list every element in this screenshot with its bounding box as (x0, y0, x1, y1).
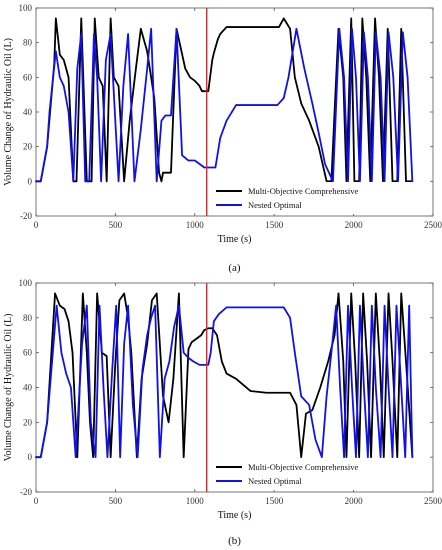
y-tick-label: 40 (23, 383, 33, 393)
x-tick-label: 2500 (424, 220, 442, 230)
legend-label-nested-optimal: Nested Optimal (248, 476, 302, 486)
x-tick-label: 2000 (345, 220, 364, 230)
series-line-nested-optimal (35, 27, 414, 183)
x-tick-label: 0 (34, 496, 39, 506)
y-tick-label: 0 (28, 452, 33, 462)
series-line-multi-objective (35, 292, 414, 459)
y-tick-label: 20 (23, 417, 33, 427)
y-tick-label: -20 (20, 211, 32, 221)
y-axis-title: Volume Change of Hydraulic Oil (L) (3, 38, 14, 186)
y-tick-label: 40 (23, 107, 33, 117)
y-tick-label: 100 (19, 3, 33, 13)
legend-box (212, 458, 432, 490)
x-tick-label: 1000 (186, 220, 205, 230)
x-axis-title: Time (s) (218, 234, 252, 245)
legend-label-multi-objective: Multi-Objective Comprehensive (248, 462, 358, 472)
legend-label-multi-objective: Multi-Objective Comprehensive (248, 186, 358, 196)
x-tick-label: 500 (109, 496, 123, 506)
x-tick-label: 0 (34, 220, 39, 230)
y-tick-label: 60 (23, 348, 33, 358)
y-tick-label: 80 (23, 38, 33, 48)
x-axis-title: Time (s) (218, 510, 252, 521)
y-axis-title: Volume Change of Hydraulic Oil (L) (3, 314, 14, 462)
chart-panel-2: 0 500 1000 1500 2000 2500-20020406080100Time … (3, 278, 442, 547)
legend-label-nested-optimal: Nested Optimal (248, 200, 302, 210)
y-tick-label: 60 (23, 72, 33, 82)
y-tick-label: 100 (19, 278, 33, 288)
panel-label: (a) (228, 262, 241, 274)
x-tick-label: 1000 (186, 496, 205, 506)
y-tick-label: 80 (23, 313, 33, 323)
y-tick-label: 0 (28, 176, 33, 186)
x-tick-label: 2500 (424, 496, 442, 506)
series-line-multi-objective (35, 17, 414, 183)
series-line-nested-optimal (35, 304, 414, 459)
y-tick-label: -20 (20, 487, 32, 497)
x-tick-label: 500 (109, 220, 123, 230)
chart-panel-1: 0 500 1000 1500 2000 2500-20020406080100Time … (3, 3, 442, 274)
x-tick-label: 1500 (265, 496, 284, 506)
y-tick-label: 20 (23, 142, 33, 152)
legend-box (212, 182, 432, 214)
x-tick-label: 1500 (265, 220, 284, 230)
panel-label: (b) (228, 535, 241, 547)
x-tick-label: 2000 (345, 496, 364, 506)
